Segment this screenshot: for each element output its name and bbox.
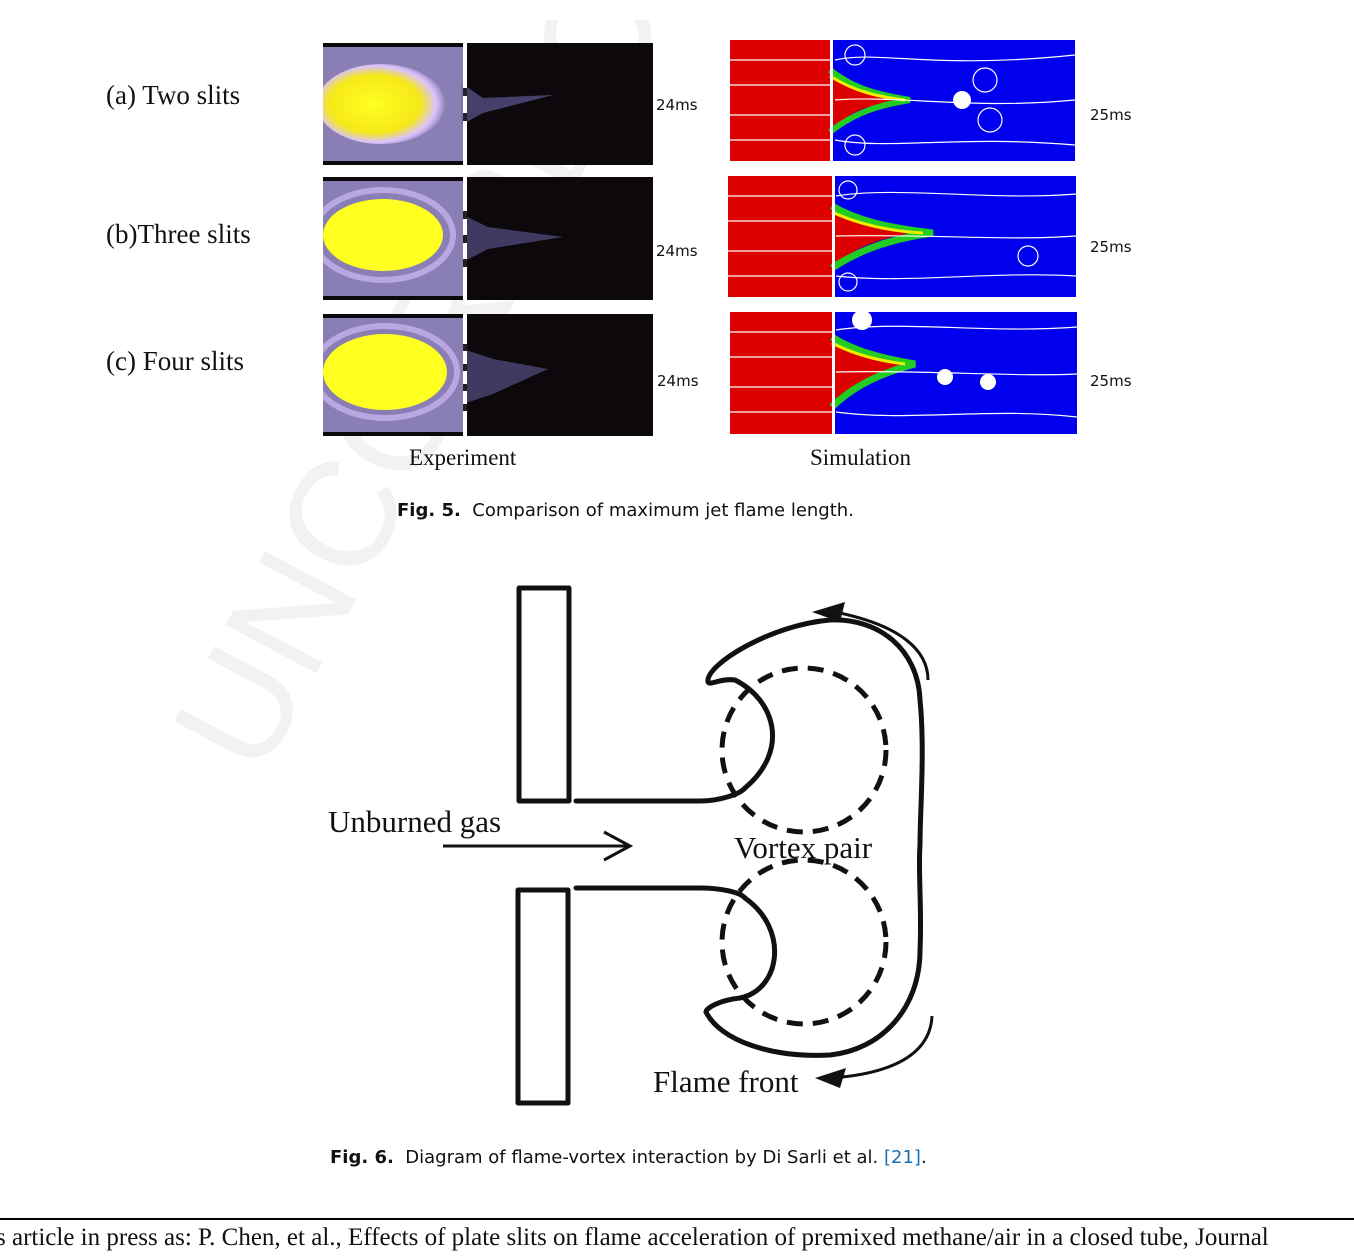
experiment-time-c: 24ms bbox=[657, 372, 699, 390]
simulation-time-b: 25ms bbox=[1090, 238, 1132, 256]
experiment-image-four-slits bbox=[323, 314, 653, 436]
simulation-time-a: 25ms bbox=[1090, 106, 1132, 124]
row-label-b: (b)Three slits bbox=[106, 219, 251, 249]
inflow-arrow bbox=[443, 830, 634, 862]
upper-rotation-arrowhead bbox=[812, 602, 845, 622]
upper-vortex-circle bbox=[719, 665, 889, 835]
upper-rotation-arrow bbox=[834, 610, 930, 681]
figure-6-caption: Fig. 6. Diagram of flame-vortex interact… bbox=[330, 1147, 927, 1168]
label-unburned-gas: Unburned gas bbox=[328, 804, 502, 839]
row-label-a: (a) Two slits bbox=[106, 80, 241, 110]
reference-link-21[interactable]: [21] bbox=[883, 1147, 921, 1168]
lower-plate bbox=[515, 887, 571, 1106]
experiment-image-two-slits bbox=[323, 43, 653, 165]
simulation-image-two-slits bbox=[730, 40, 1075, 161]
figure-6-caption-text: Diagram of flame-vortex interaction by D… bbox=[405, 1147, 879, 1168]
lower-rotation-arrowhead bbox=[815, 1068, 846, 1088]
upper-plate bbox=[516, 585, 572, 804]
column-label-experiment: Experiment bbox=[409, 445, 517, 470]
simulation-time-c: 25ms bbox=[1090, 372, 1132, 390]
citation-footer: s article in press as: P. Chen, et al., … bbox=[0, 1218, 1354, 1260]
figure-5-caption: Fig. 5. Comparison of maximum jet flame … bbox=[397, 500, 854, 521]
experiment-time-a: 24ms bbox=[656, 96, 698, 114]
flame-front-lower bbox=[703, 842, 924, 1058]
simulation-image-three-slits bbox=[728, 176, 1076, 297]
lower-channel-wall bbox=[573, 885, 748, 901]
experiment-time-b: 24ms bbox=[656, 242, 698, 260]
lower-rotation-arrow bbox=[829, 1015, 934, 1080]
row-label-c: (c) Four slits bbox=[106, 346, 244, 376]
lower-vortex-circle bbox=[719, 857, 889, 1027]
citation-line-1: s article in press as: P. Chen, et al., … bbox=[0, 1224, 1269, 1251]
figure-5-caption-text: Comparison of maximum jet flame length. bbox=[472, 500, 854, 521]
figure-6-caption-prefix: Fig. 6. bbox=[330, 1147, 394, 1168]
upper-channel-wall bbox=[573, 785, 748, 804]
column-label-simulation: Simulation bbox=[810, 445, 911, 470]
experiment-image-three-slits bbox=[323, 177, 653, 300]
flame-vortex-diagram bbox=[443, 585, 934, 1106]
figure-5-caption-prefix: Fig. 5. bbox=[397, 500, 461, 521]
label-flame-front: Flame front bbox=[653, 1064, 799, 1099]
flame-front-upper bbox=[705, 617, 925, 848]
simulation-image-four-slits bbox=[730, 312, 1077, 434]
label-vortex-pair: Vortex pair bbox=[734, 830, 873, 865]
figure-6-caption-end: . bbox=[920, 1147, 927, 1168]
